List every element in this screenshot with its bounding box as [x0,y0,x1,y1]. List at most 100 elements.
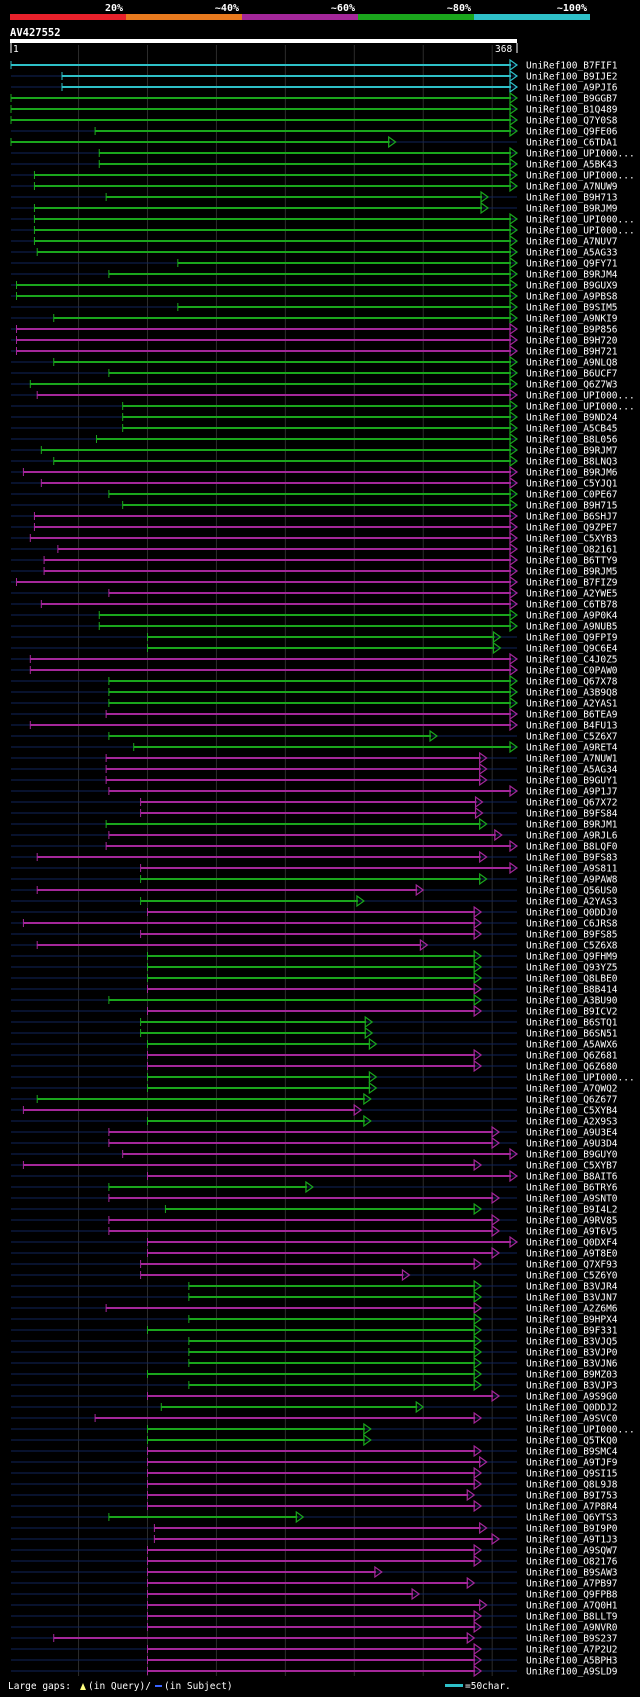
hit-row[interactable]: UniRef100_B9S237 [11,1631,618,1645]
hit-label[interactable]: UniRef100_Q9SI15 [526,1469,618,1480]
hit-row[interactable]: UniRef100_UPI000... [11,1070,635,1084]
hit-row[interactable]: UniRef100_Q9FPB8 [11,1587,618,1601]
hit-row[interactable]: UniRef100_B6SN51 [11,1026,618,1040]
hit-row[interactable]: UniRef100_B9GGB7 [10,91,618,105]
hit-row[interactable]: UniRef100_B3VJP3 [11,1378,618,1392]
hit-row[interactable]: UniRef100_Q8L9J8 [11,1477,618,1491]
hit-label[interactable]: UniRef100_A5BPH3 [526,1656,618,1667]
hit-row[interactable]: UniRef100_A9SVC0 [11,1411,618,1425]
hit-row[interactable]: UniRef100_C6JRS8 [11,916,618,930]
hit-label[interactable]: UniRef100_A9T8E0 [526,1249,618,1260]
hit-row[interactable]: UniRef100_B6UCF7 [11,366,618,380]
hit-label[interactable]: UniRef100_A3BU90 [526,996,618,1007]
hit-row[interactable]: UniRef100_B7FIF1 [10,58,618,72]
hit-row[interactable]: UniRef100_Q67X72 [11,795,618,809]
hit-row[interactable]: UniRef100_UPI000... [11,146,635,160]
hit-label[interactable]: UniRef100_A9P1J7 [526,787,618,798]
hit-row[interactable]: UniRef100_B9FS83 [11,850,618,864]
hit-row[interactable]: UniRef100_O82176 [11,1554,618,1568]
hit-label[interactable]: UniRef100_UPI000... [526,171,635,182]
hit-label[interactable]: UniRef100_B9FS83 [526,853,618,864]
hit-label[interactable]: UniRef100_B6TEA9 [526,710,618,721]
hit-row[interactable]: UniRef100_C5Z6X8 [11,938,618,952]
hit-row[interactable]: UniRef100_O82161 [11,542,618,556]
hit-label[interactable]: UniRef100_B8LNQ3 [526,457,618,468]
hit-row[interactable]: UniRef100_A9U3D4 [11,1136,618,1150]
hit-label[interactable]: UniRef100_C5XYB7 [526,1161,618,1172]
hit-row[interactable]: UniRef100_B9RJM6 [11,465,618,479]
hit-row[interactable]: UniRef100_C0PE67 [11,487,618,501]
hit-label[interactable]: UniRef100_B9H720 [526,336,618,347]
hit-label[interactable]: UniRef100_A9SQW7 [526,1546,618,1557]
hit-label[interactable]: UniRef100_C5Z6Y0 [526,1271,618,1282]
hit-row[interactable]: UniRef100_B9F331 [11,1323,618,1337]
hit-row[interactable]: UniRef100_B9I4L2 [11,1202,618,1216]
hit-row[interactable]: UniRef100_A9TJF9 [11,1455,618,1469]
hit-label[interactable]: UniRef100_B8AIT6 [526,1172,618,1183]
hit-row[interactable]: UniRef100_A5AWX6 [11,1037,618,1051]
hit-row[interactable]: UniRef100_B8LQF0 [11,839,618,853]
hit-label[interactable]: UniRef100_C0PE67 [526,490,618,501]
hit-label[interactable]: UniRef100_A5AG34 [526,765,618,776]
hit-row[interactable]: UniRef100_C5XYB7 [11,1158,618,1172]
hit-label[interactable]: UniRef100_B9MZ03 [526,1370,618,1381]
hit-row[interactable]: UniRef100_Q6Z680 [11,1059,618,1073]
hit-row[interactable]: UniRef100_B3VJN7 [11,1290,618,1304]
hit-row[interactable]: UniRef100_Q9SI15 [11,1466,618,1480]
hit-label[interactable]: UniRef100_A2X9S3 [526,1117,618,1128]
hit-row[interactable]: UniRef100_A9P0K4 [11,608,618,622]
hit-label[interactable]: UniRef100_A9U3E4 [526,1128,618,1139]
hit-row[interactable]: UniRef100_Q9FPI9 [11,630,618,644]
hit-label[interactable]: UniRef100_B9SIM5 [526,303,618,314]
hit-label[interactable]: UniRef100_B9RJM9 [526,204,618,215]
hit-row[interactable]: UniRef100_A9PJI6 [11,80,618,94]
hit-row[interactable]: UniRef100_A7NUV7 [11,234,618,248]
hit-label[interactable]: UniRef100_A5CB45 [526,424,618,435]
hit-label[interactable]: UniRef100_A9PBS8 [526,292,618,303]
hit-label[interactable]: UniRef100_A9NUB5 [526,622,618,633]
hit-row[interactable]: UniRef100_A9SLD9 [11,1664,618,1678]
hit-label[interactable]: UniRef100_A3B9Q8 [526,688,618,699]
hit-label[interactable]: UniRef100_Q6Z681 [526,1051,618,1062]
hit-label[interactable]: UniRef100_C5Z6X8 [526,941,618,952]
hit-label[interactable]: UniRef100_Q0DDJ2 [526,1403,618,1414]
hit-row[interactable]: UniRef100_A9NKI9 [11,311,618,325]
hit-label[interactable]: UniRef100_B7FIZ9 [526,578,618,589]
hit-label[interactable]: UniRef100_C0PAW0 [526,666,618,677]
hit-label[interactable]: UniRef100_A9T1J3 [526,1535,618,1546]
hit-label[interactable]: UniRef100_Q9ZPE7 [526,523,618,534]
hit-row[interactable]: UniRef100_Q7Y0S8 [10,113,618,127]
hit-label[interactable]: UniRef100_A9SNT0 [526,1194,618,1205]
hit-row[interactable]: UniRef100_A7PB97 [11,1576,618,1590]
hit-row[interactable]: UniRef100_C4J0Z5 [11,652,618,666]
hit-row[interactable]: UniRef100_Q56US0 [11,883,618,897]
hit-row[interactable]: UniRef100_B9GUY1 [11,773,618,787]
hit-label[interactable]: UniRef100_B9P856 [526,325,618,336]
hit-row[interactable]: UniRef100_A7NUW1 [11,751,618,765]
hit-row[interactable]: UniRef100_A5BK43 [11,157,618,171]
hit-label[interactable]: UniRef100_A7NUV7 [526,237,618,248]
hit-label[interactable]: UniRef100_B9GUX9 [526,281,618,292]
hit-row[interactable]: UniRef100_C5Z6X7 [11,729,618,743]
hit-row[interactable]: UniRef100_A9PAW8 [11,872,618,886]
hit-row[interactable]: UniRef100_B6STQ1 [11,1015,618,1029]
hit-row[interactable]: UniRef100_B9HPX4 [11,1312,618,1326]
hit-label[interactable]: UniRef100_B9ND24 [526,413,618,424]
hit-label[interactable]: UniRef100_C6TB78 [526,600,618,611]
hit-label[interactable]: UniRef100_A5BK43 [526,160,618,171]
hit-label[interactable]: UniRef100_B3VJP0 [526,1348,618,1359]
hit-row[interactable]: UniRef100_B4FU13 [11,718,618,732]
hit-row[interactable]: UniRef100_Q0DDJ2 [11,1400,618,1414]
hit-label[interactable]: UniRef100_B8LLT9 [526,1612,618,1623]
hit-row[interactable]: UniRef100_B3VJN6 [11,1356,618,1370]
hit-label[interactable]: UniRef100_B9I4L2 [526,1205,618,1216]
hit-row[interactable]: UniRef100_B9FS85 [11,927,618,941]
hit-row[interactable]: UniRef100_B9FS84 [11,806,618,820]
hit-row[interactable]: UniRef100_B9ND24 [11,410,618,424]
hit-row[interactable]: UniRef100_A9RV85 [11,1213,618,1227]
hit-label[interactable]: UniRef100_B6TRY6 [526,1183,618,1194]
hit-row[interactable]: UniRef100_B6TTY9 [11,553,618,567]
hit-row[interactable]: UniRef100_B9I753 [11,1488,618,1502]
hit-label[interactable]: UniRef100_UPI000... [526,1425,635,1436]
hit-row[interactable]: UniRef100_B9P856 [11,322,618,336]
